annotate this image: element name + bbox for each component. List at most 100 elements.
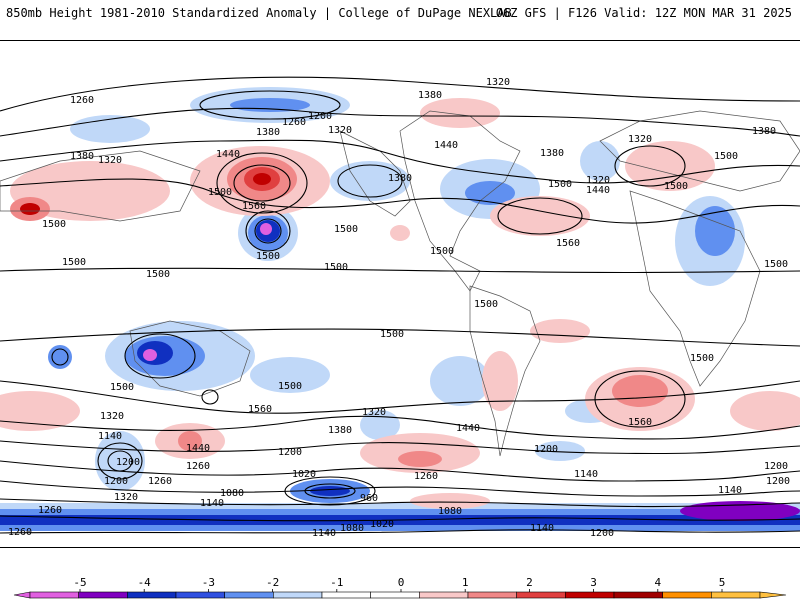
- contour-label: 1320: [586, 175, 610, 186]
- contour-label: 1080: [438, 506, 462, 517]
- contour-label: 1200: [590, 528, 614, 539]
- contour-label: 1200: [534, 444, 558, 455]
- coastlines: [0, 110, 800, 457]
- anomaly-map[interactable]: 1260 1200 1260 1320 1380 1380 1440 1500 …: [0, 40, 800, 548]
- colorbar-strip: [13, 589, 787, 599]
- contour-label: 1440: [434, 140, 458, 151]
- contour-label: 1500: [690, 353, 714, 364]
- colorbar-swatch: [565, 591, 615, 599]
- contour-label: 1080: [340, 523, 364, 534]
- colorbar-tick-label: 5: [718, 576, 726, 589]
- contour-label: 1320: [114, 492, 138, 503]
- colorbar-swatch: [711, 591, 761, 599]
- contour-label: 1140: [200, 498, 224, 509]
- contour-label: 1380: [752, 126, 776, 137]
- colorbar-swatch: [662, 591, 712, 599]
- colorbar-swatch: [419, 591, 469, 599]
- colorbar-tick-label: 1: [461, 576, 469, 589]
- contour-label: 1440: [586, 185, 610, 196]
- contour-label: 1500: [380, 329, 404, 340]
- contour-label: 1260: [414, 471, 438, 482]
- contour-label: 1140: [312, 528, 336, 539]
- map-title: 850mb Height 1981-2010 Standardized Anom…: [6, 6, 512, 20]
- contour-label: 1500: [256, 251, 280, 262]
- contour-label: 1500: [430, 246, 454, 257]
- contour-label: 1020: [370, 519, 394, 530]
- colorbar-swatch: [613, 591, 663, 599]
- contour-label: 1320: [628, 134, 652, 145]
- colorbar-right-arrow: [759, 591, 787, 599]
- contour-label: 1560: [628, 417, 652, 428]
- contour-label: 1320: [328, 125, 352, 136]
- contour-label: 1500: [62, 257, 86, 268]
- contour-label: 1560: [556, 238, 580, 249]
- colorbar-tick-label: -3: [201, 576, 216, 589]
- contour-label: 1260: [70, 95, 94, 106]
- contour-label: 1320: [362, 407, 386, 418]
- contour-label: 1500: [664, 181, 688, 192]
- contour-label: 1020: [292, 469, 316, 480]
- colorbar-swatch: [370, 591, 420, 599]
- colorbar-tick-label: 3: [590, 576, 597, 589]
- contour-label: 1380: [418, 90, 442, 101]
- contour-label: 1200: [764, 461, 788, 472]
- contour-label: 1500: [474, 299, 498, 310]
- anomaly-colorbar: [0, 574, 800, 600]
- colorbar-swatch: [78, 591, 128, 599]
- colorbar-tick-label: 2: [526, 576, 533, 589]
- colorbar-swatch: [321, 591, 371, 599]
- contour-label: 1380: [70, 151, 94, 162]
- contour-label: 1260: [282, 117, 306, 128]
- contour-label: 1440: [456, 423, 480, 434]
- colorbar-tick-label: -5: [73, 576, 87, 589]
- contour-label: 1080: [220, 488, 244, 499]
- colorbar-tick-label: -2: [265, 576, 280, 589]
- colorbar-swatch: [29, 591, 79, 599]
- contour-label: 1500: [110, 382, 134, 393]
- contour-label: 1440: [216, 149, 240, 160]
- contour-label: 1500: [278, 381, 302, 392]
- contour-label: 1500: [208, 187, 232, 198]
- contour-label: 1140: [530, 523, 554, 534]
- contour-label: 1500: [548, 179, 572, 190]
- colorbar-tick-label: 0: [397, 576, 405, 589]
- height-contours: [0, 76, 800, 534]
- colorbar-tick-label: -4: [137, 576, 151, 589]
- colorbar-swatch: [516, 591, 566, 599]
- contour-labels: 1260 1200 1260 1320 1380 1380 1440 1500 …: [8, 77, 790, 539]
- header: 850mb Height 1981-2010 Standardized Anom…: [0, 0, 800, 26]
- contour-label: 1380: [256, 127, 280, 138]
- contour-label: 1500: [764, 259, 788, 270]
- contour-label: 1260: [148, 476, 172, 487]
- contour-label: 1200: [766, 476, 790, 487]
- contour-label: 1500: [334, 224, 358, 235]
- contour-label: 1320: [98, 155, 122, 166]
- contour-label: 1140: [98, 431, 122, 442]
- contour-label: 1380: [388, 173, 412, 184]
- colorbar-tick-label: 4: [654, 576, 662, 589]
- contour-label: 1200: [278, 447, 302, 458]
- colorbar-swatch: [175, 591, 225, 599]
- contour-label: 1200: [104, 476, 128, 487]
- contour-label: 1320: [486, 77, 510, 88]
- contour-label: 1260: [8, 527, 32, 538]
- run-info: 06Z GFS | F126 Valid: 12Z MON MAR 31 202…: [495, 6, 792, 20]
- contour-label: 1500: [324, 262, 348, 273]
- contour-label: 1380: [540, 148, 564, 159]
- colorbar-swatch: [127, 591, 177, 599]
- colorbar-left-arrow: [13, 591, 31, 599]
- contour-label: 1500: [146, 269, 170, 280]
- contour-label: 1560: [248, 404, 272, 415]
- contour-label: 1380: [328, 425, 352, 436]
- contour-label: 1320: [100, 411, 124, 422]
- map-canvas: 1260 1200 1260 1320 1380 1380 1440 1500 …: [0, 76, 800, 539]
- colorbar-swatch: [273, 591, 323, 599]
- colorbar-tick-label: -1: [330, 576, 344, 589]
- contour-label: 960: [360, 493, 378, 504]
- contour-label: 1200: [116, 457, 140, 468]
- colorbar-swatch: [467, 591, 517, 599]
- contour-label: 1140: [718, 485, 742, 496]
- contour-label: 1260: [38, 505, 62, 516]
- contour-label: 1500: [42, 219, 66, 230]
- colorbar-swatch: [224, 591, 274, 599]
